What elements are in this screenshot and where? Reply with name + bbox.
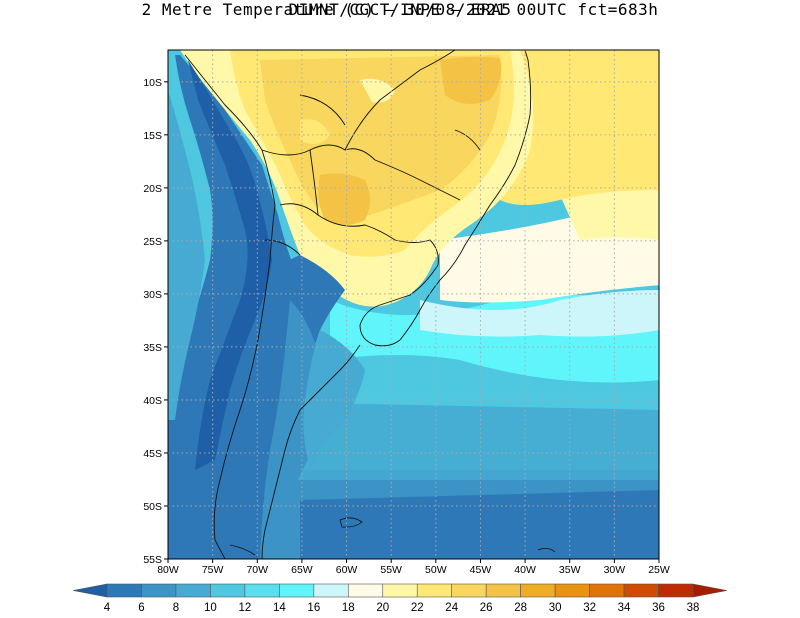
- lat-tick-label: 15S: [143, 130, 162, 142]
- colorbar-box: [485, 583, 521, 598]
- lat-tick-label: 10S: [143, 77, 162, 89]
- latitude-ticks: 10S 15S 20S 25S 30S 35S 40S 45S 50S 55S: [143, 77, 168, 566]
- chart-title-line-2: 2 Metre Temperature (C) – 30/08/2021 00U…: [141, 0, 659, 19]
- lon-tick-label: 75W: [202, 564, 224, 576]
- lon-tick-label: 70W: [246, 564, 268, 576]
- colorbar-box: [382, 583, 418, 598]
- colorbar-box: [210, 583, 246, 598]
- colorbar-label: 34: [618, 602, 631, 614]
- colorbar-box: [520, 583, 556, 598]
- colorbar-label: 26: [480, 602, 493, 614]
- colorbar-box: [279, 583, 315, 598]
- colorbar-label: 10: [204, 602, 217, 614]
- lon-tick-label: 40W: [514, 564, 536, 576]
- colorbar: 4 6 8 10 12 14 16 18 20 22 24 26 28 30 32 34 36 38: [72, 583, 728, 614]
- colorbar-label: 18: [342, 602, 355, 614]
- lat-tick-label: 45S: [143, 448, 162, 460]
- colorbar-box: [554, 583, 590, 598]
- lon-tick-label: 50W: [425, 564, 447, 576]
- colorbar-box: [313, 583, 349, 598]
- lat-tick-label: 40S: [143, 395, 162, 407]
- colorbar-low-arrow: [72, 583, 108, 598]
- colorbar-label: 36: [652, 602, 665, 614]
- colorbar-box: [451, 583, 487, 598]
- colorbar-box: [106, 583, 142, 598]
- colorbar-label: 14: [273, 602, 286, 614]
- map-frame: [167, 49, 660, 560]
- colorbar-box: [589, 583, 625, 598]
- colorbar-box: [244, 583, 280, 598]
- lon-tick-label: 45W: [470, 564, 492, 576]
- colorbar-box: [658, 583, 694, 598]
- lon-tick-label: 35W: [559, 564, 581, 576]
- lat-tick-label: 55S: [143, 554, 162, 566]
- colorbar-box: [141, 583, 177, 598]
- lat-tick-label: 30S: [143, 289, 162, 301]
- longitude-ticks: 80W 75W 70W 65W 60W 55W 50W 45W 40W 35W 30W 25W: [157, 559, 670, 576]
- colorbar-box: [175, 583, 211, 598]
- colorbar-label: 6: [138, 602, 144, 614]
- colorbar-box: [347, 583, 384, 598]
- colorbar-label: 24: [445, 602, 458, 614]
- colorbar-label: 32: [583, 602, 596, 614]
- lon-tick-label: 25W: [648, 564, 670, 576]
- colorbar-label: 38: [687, 602, 700, 614]
- temperature-field: [168, 50, 659, 559]
- colorbar-box: [623, 583, 659, 598]
- lon-tick-label: 65W: [291, 564, 313, 576]
- colorbar-label: 30: [549, 602, 562, 614]
- colorbar-label: 20: [376, 602, 389, 614]
- chart-title-line-1: DIMNT/CGCT/INPE – ERA5: [288, 0, 512, 19]
- colorbar-label: 16: [307, 602, 320, 614]
- colorbar-label: 22: [411, 602, 424, 614]
- lat-tick-label: 50S: [143, 501, 162, 513]
- colorbar-label: 12: [238, 602, 251, 614]
- colorbar-label: 28: [514, 602, 527, 614]
- colorbar-box: [416, 583, 453, 598]
- coastlines-and-borders: [184, 50, 532, 559]
- lon-tick-label: 80W: [157, 564, 179, 576]
- lat-lon-grid: [168, 50, 659, 559]
- colorbar-label: 4: [104, 602, 111, 614]
- lon-tick-label: 60W: [336, 564, 358, 576]
- lon-tick-label: 55W: [380, 564, 402, 576]
- lon-tick-label: 30W: [604, 564, 626, 576]
- lat-tick-label: 35S: [143, 342, 162, 354]
- lat-tick-label: 25S: [143, 236, 162, 248]
- colorbar-high-arrow: [692, 583, 728, 598]
- colorbar-label: 8: [173, 602, 179, 614]
- lat-tick-label: 20S: [143, 183, 162, 195]
